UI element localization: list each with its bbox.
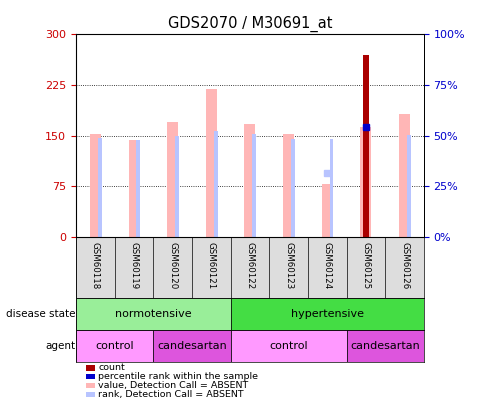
Text: GSM60122: GSM60122	[245, 242, 254, 289]
Bar	[407, 135, 411, 237]
Text: GSM60121: GSM60121	[207, 242, 216, 289]
Bar	[90, 134, 100, 237]
Text: percentile rank within the sample: percentile rank within the sample	[98, 372, 258, 381]
Bar	[76, 330, 153, 362]
Text: disease state: disease state	[6, 309, 75, 319]
Text: GSM60126: GSM60126	[400, 242, 409, 289]
Text: GSM60120: GSM60120	[168, 242, 177, 289]
Bar	[98, 138, 101, 237]
Text: candesartan: candesartan	[157, 341, 227, 351]
Bar	[283, 134, 294, 237]
Text: hypertensive: hypertensive	[291, 309, 364, 319]
Bar	[361, 127, 371, 237]
Bar	[245, 124, 255, 237]
Bar	[231, 330, 346, 362]
Text: GSM60125: GSM60125	[361, 242, 370, 289]
Bar	[175, 136, 179, 237]
Text: GSM60119: GSM60119	[129, 242, 139, 289]
Bar	[76, 298, 231, 330]
Bar	[206, 89, 217, 237]
Text: GSM60123: GSM60123	[284, 242, 293, 289]
Bar	[231, 298, 424, 330]
Text: control: control	[269, 341, 308, 351]
Bar	[128, 141, 139, 237]
Text: count: count	[98, 363, 125, 372]
Text: normotensive: normotensive	[115, 309, 192, 319]
Bar	[252, 134, 256, 237]
Text: rank, Detection Call = ABSENT: rank, Detection Call = ABSENT	[98, 390, 244, 399]
Bar	[346, 330, 424, 362]
Bar	[330, 139, 334, 237]
Text: control: control	[95, 341, 134, 351]
Text: GSM60124: GSM60124	[323, 242, 332, 289]
Text: GSM60118: GSM60118	[91, 242, 100, 289]
Text: agent: agent	[45, 341, 75, 351]
Bar	[363, 55, 368, 237]
Bar	[136, 140, 140, 237]
Bar	[214, 131, 218, 237]
Bar	[399, 114, 410, 237]
Text: value, Detection Call = ABSENT: value, Detection Call = ABSENT	[98, 381, 248, 390]
Bar	[291, 139, 295, 237]
Title: GDS2070 / M30691_at: GDS2070 / M30691_at	[168, 15, 332, 32]
Bar	[322, 184, 333, 237]
Bar	[153, 330, 231, 362]
Text: candesartan: candesartan	[350, 341, 420, 351]
Bar	[167, 122, 178, 237]
